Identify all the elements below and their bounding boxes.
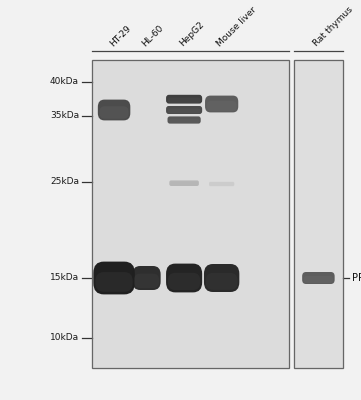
Bar [294, 60, 343, 368]
Bar [294, 60, 343, 368]
Text: PROK2: PROK2 [352, 273, 361, 283]
FancyBboxPatch shape [134, 274, 159, 288]
FancyBboxPatch shape [169, 119, 199, 123]
FancyBboxPatch shape [132, 266, 161, 290]
FancyBboxPatch shape [207, 101, 236, 111]
Text: HepG2: HepG2 [178, 20, 206, 48]
Text: 10kDa: 10kDa [50, 334, 79, 342]
FancyBboxPatch shape [210, 183, 233, 186]
Text: Rat thymus: Rat thymus [312, 5, 355, 48]
FancyBboxPatch shape [98, 100, 130, 120]
FancyBboxPatch shape [302, 272, 335, 284]
FancyBboxPatch shape [168, 98, 200, 103]
Text: 25kDa: 25kDa [50, 178, 79, 186]
Text: 40kDa: 40kDa [50, 78, 79, 86]
FancyBboxPatch shape [304, 276, 333, 283]
Text: 35kDa: 35kDa [50, 112, 79, 120]
FancyBboxPatch shape [209, 182, 234, 186]
FancyBboxPatch shape [169, 180, 199, 186]
FancyBboxPatch shape [100, 106, 129, 119]
Text: HT-29: HT-29 [108, 23, 132, 48]
FancyBboxPatch shape [166, 264, 202, 292]
Bar [92, 60, 289, 368]
FancyBboxPatch shape [168, 108, 200, 113]
Text: HL-60: HL-60 [140, 23, 165, 48]
Text: 15kDa: 15kDa [50, 274, 79, 282]
FancyBboxPatch shape [168, 116, 201, 124]
FancyBboxPatch shape [171, 182, 197, 186]
FancyBboxPatch shape [204, 264, 239, 292]
FancyBboxPatch shape [95, 272, 133, 292]
FancyBboxPatch shape [166, 95, 202, 104]
Text: Mouse liver: Mouse liver [215, 5, 258, 48]
FancyBboxPatch shape [166, 106, 202, 114]
FancyBboxPatch shape [93, 262, 135, 294]
Bar [92, 60, 289, 368]
FancyBboxPatch shape [206, 273, 238, 290]
FancyBboxPatch shape [168, 273, 200, 290]
FancyBboxPatch shape [205, 96, 238, 112]
